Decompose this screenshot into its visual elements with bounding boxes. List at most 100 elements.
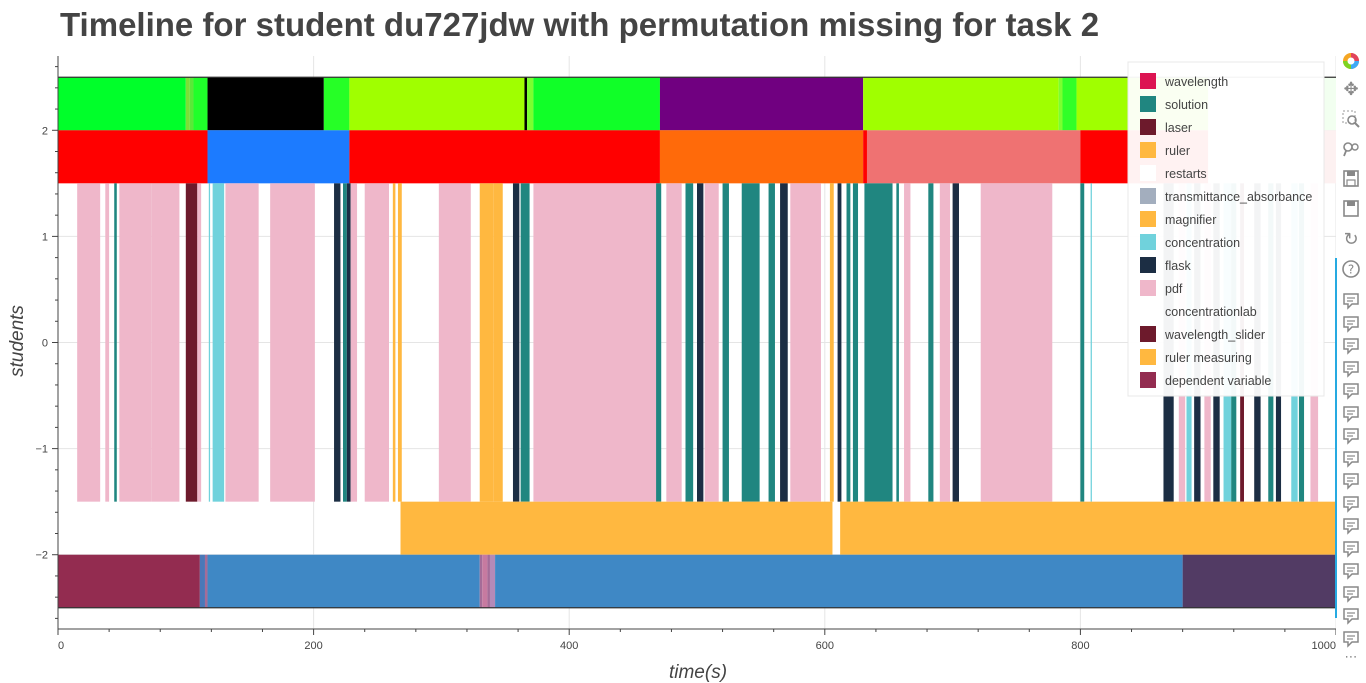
wheel-zoom-icon[interactable] [1340, 138, 1362, 160]
timeline-segment [482, 554, 488, 608]
y-tick-label: −2 [35, 550, 48, 562]
save-icon[interactable] [1340, 198, 1362, 220]
timeline-segment [790, 183, 821, 502]
y-axis-label: students [7, 305, 28, 377]
help-icon[interactable]: ? [1340, 258, 1362, 280]
legend-box [1127, 61, 1325, 397]
timeline-segment [350, 183, 358, 502]
legend-label: pdf [1165, 282, 1183, 296]
legend-swatch [1140, 257, 1156, 273]
timeline-segment [659, 130, 864, 184]
hover-tool-icon[interactable] [1340, 605, 1362, 627]
timeline-segment [185, 183, 198, 502]
hover-tool-icon[interactable] [1340, 515, 1362, 537]
timeline-segment [512, 183, 520, 502]
x-tick-label: 400 [560, 640, 578, 652]
timeline-segment [939, 183, 951, 502]
legend-label: laser [1165, 121, 1192, 135]
timeline-segment [207, 77, 324, 131]
timeline-segment [495, 554, 1183, 608]
hover-tool-icon[interactable] [1340, 448, 1362, 470]
legend-swatch [1140, 73, 1156, 89]
timeline-segment [479, 554, 483, 608]
timeline-segment [722, 183, 729, 502]
timeline-segment [659, 77, 864, 131]
legend-label: ruler [1165, 144, 1190, 158]
timeline-segment [1090, 183, 1092, 502]
legend-swatch [1140, 349, 1156, 365]
x-tick-label: 1000 [1312, 640, 1336, 652]
timeline-chart: 0 200 400 600 800 1000 −2 −1 0 1 2 wavelength solut… [7, 56, 1336, 683]
timeline-segment [207, 554, 480, 608]
timeline-segment [1080, 183, 1085, 502]
hover-tool-icon[interactable] [1340, 493, 1362, 515]
timeline-segment [846, 183, 851, 502]
timeline-segment [346, 183, 351, 502]
hover-tool-icon[interactable] [1340, 335, 1362, 357]
timeline-segment [119, 183, 152, 502]
timeline-segment [77, 183, 101, 502]
legend-swatch [1140, 142, 1156, 158]
timeline-segment [866, 130, 1081, 184]
chart-title: Timeline for student du727jdw with permu… [60, 6, 1100, 43]
more-tools-icon[interactable]: ⋯ [1344, 649, 1358, 665]
timeline-segment [533, 77, 660, 131]
timeline-segment [837, 183, 842, 502]
y-tick-label: 1 [42, 231, 48, 243]
legend: wavelength solution laser ruler restarts tran… [1127, 61, 1325, 397]
timeline-segment [193, 77, 208, 131]
hover-tool-icon[interactable] [1340, 358, 1362, 380]
timeline-segment [524, 77, 528, 131]
timeline-segment [704, 183, 719, 502]
x-tick-label: 200 [304, 640, 322, 652]
timeline-segment [741, 183, 760, 502]
hover-tool-icon[interactable] [1340, 583, 1362, 605]
legend-swatch [1140, 234, 1156, 250]
hover-tool-icon[interactable] [1340, 538, 1362, 560]
timeline-segment [1062, 77, 1077, 131]
hover-tool-icon[interactable] [1340, 560, 1362, 582]
timeline-segment [489, 554, 496, 608]
legend-swatch [1140, 165, 1156, 181]
legend-label: solution [1165, 98, 1208, 112]
timeline-segment [768, 183, 775, 502]
timeline-segment [438, 183, 471, 502]
pan-icon[interactable]: ✥ [1343, 78, 1359, 100]
timeline-segment [829, 183, 834, 502]
bokeh-logo-icon[interactable] [1340, 50, 1362, 72]
timeline-segment [780, 183, 788, 502]
timeline-segment [185, 77, 190, 131]
hover-tool-icon[interactable] [1340, 380, 1362, 402]
legend-swatch [1140, 303, 1156, 319]
hover-tool-icon[interactable] [1340, 470, 1362, 492]
timeline-segment [105, 183, 110, 502]
timeline-segment [342, 183, 347, 502]
legend-label: wavelength_slider [1164, 328, 1265, 342]
timeline-segment [980, 183, 1053, 502]
hover-tool-icon[interactable] [1340, 313, 1362, 335]
timeline-segment [533, 183, 658, 502]
lasso-select-icon[interactable] [1340, 168, 1362, 190]
legend-label: transmittance_absorbance [1165, 190, 1312, 204]
hover-tool-icon[interactable] [1340, 403, 1362, 425]
timeline-segment [151, 183, 180, 502]
timeline-segment [199, 554, 205, 608]
legend-swatch [1140, 280, 1156, 296]
hover-tool-icon[interactable] [1340, 425, 1362, 447]
timeline-segment [349, 130, 660, 184]
legend-label: wavelength [1164, 75, 1228, 89]
timeline-segment [928, 183, 934, 502]
timeline-segment [479, 183, 494, 502]
timeline-segment [204, 554, 208, 608]
timeline-segment [225, 183, 259, 502]
timeline-segment [334, 183, 341, 502]
reset-icon[interactable]: ↻ [1343, 228, 1359, 250]
timeline-segment [270, 183, 315, 502]
hover-tool-icon[interactable] [1340, 628, 1362, 650]
timeline-segment [487, 554, 490, 608]
timeline-segment [863, 77, 1059, 131]
timeline-segment [58, 130, 208, 184]
box-zoom-icon[interactable] [1340, 108, 1362, 130]
hover-tool-icon[interactable] [1340, 290, 1362, 312]
timeline-segment [697, 183, 704, 502]
